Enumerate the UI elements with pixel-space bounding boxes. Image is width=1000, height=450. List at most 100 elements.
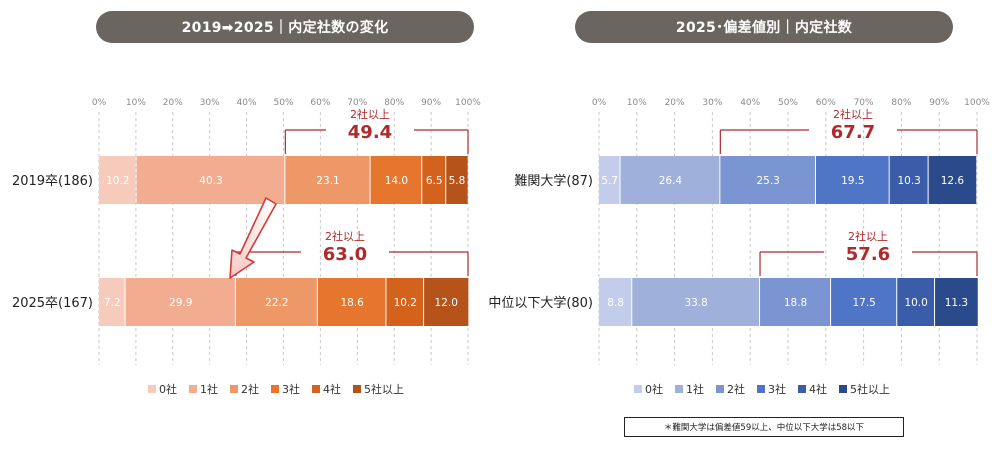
axis-tick-label: 40% <box>740 98 760 108</box>
data-label: 26.4 <box>659 175 683 187</box>
legend-label: 4社 <box>809 382 827 396</box>
category-label: 2025卒(167) <box>12 296 93 311</box>
data-label: 7.2 <box>104 297 121 309</box>
axis-tick-label: 0% <box>592 98 607 108</box>
bar-segment <box>831 278 897 326</box>
data-label: 5.8 <box>449 175 466 187</box>
data-label: 8.8 <box>607 297 624 309</box>
axis-tick-label: 90% <box>929 98 949 108</box>
bracket-value: 57.6 <box>846 244 890 265</box>
bar-segment <box>285 156 370 204</box>
bar-segment <box>928 156 977 204</box>
axis-tick-label: 20% <box>665 98 685 108</box>
right-chart-title: 2025･偏差値別｜内定社数 <box>575 11 953 43</box>
bar-segment <box>422 156 446 204</box>
axis-tick-label: 20% <box>163 98 183 108</box>
data-label: 33.8 <box>684 297 707 309</box>
data-label: 6.5 <box>426 175 443 187</box>
bracket-caption: 2社以上 <box>350 107 390 121</box>
legend-swatch <box>716 385 724 393</box>
bar-segment <box>620 156 720 204</box>
bar-segment <box>99 156 136 204</box>
legend-swatch <box>353 385 361 393</box>
data-label: 5.7 <box>601 175 618 187</box>
bar-segment <box>632 278 760 326</box>
data-label: 23.1 <box>316 175 339 187</box>
bar-segment <box>599 278 632 326</box>
data-label: 10.3 <box>897 175 920 187</box>
axis-tick-label: 100% <box>455 98 481 108</box>
bar-segment <box>935 278 978 326</box>
legend-swatch <box>230 385 238 393</box>
axis-tick-label: 100% <box>964 98 990 108</box>
bar-segment <box>760 278 831 326</box>
legend-label: 1社 <box>686 382 704 396</box>
bar-segment <box>386 278 424 326</box>
data-label: 12.6 <box>941 175 965 187</box>
bar-segment <box>125 278 235 326</box>
footnote: ＊難関大学は偏差値59以上、中位以下大学は58以下 <box>624 417 904 437</box>
axis-tick-label: 60% <box>310 98 330 108</box>
data-label: 40.3 <box>199 175 222 187</box>
arrow-shape <box>229 197 277 279</box>
bar-segment <box>446 156 468 204</box>
axis-tick-label: 70% <box>854 98 874 108</box>
legend-label: 3社 <box>768 382 786 396</box>
category-label: 2019卒(186) <box>12 174 93 189</box>
axis-tick-label: 90% <box>421 98 441 108</box>
axis-tick-label: 0% <box>92 98 107 108</box>
legend-label: 5社以上 <box>850 382 890 396</box>
legend-label: 4社 <box>323 382 341 396</box>
legend-label: 2社 <box>241 382 259 396</box>
axis-tick-label: 40% <box>237 98 257 108</box>
data-label: 29.9 <box>169 297 192 309</box>
data-label: 25.3 <box>756 175 779 187</box>
bracket-caption: 2社以上 <box>848 229 888 243</box>
legend-swatch <box>839 385 847 393</box>
data-label: 10.2 <box>394 297 417 309</box>
bar-segment <box>235 278 317 326</box>
data-label: 10.0 <box>904 297 927 309</box>
data-label: 14.0 <box>385 175 408 187</box>
legend-label: 1社 <box>200 382 218 396</box>
data-label: 11.3 <box>945 297 968 309</box>
bar-segment <box>599 156 620 204</box>
legend-label: 2社 <box>727 382 745 396</box>
legend-swatch <box>271 385 279 393</box>
bracket-value: 67.7 <box>831 122 875 143</box>
legend-swatch <box>798 385 806 393</box>
bar-segment <box>370 156 422 204</box>
bracket-caption: 2社以上 <box>833 107 873 121</box>
data-label: 12.0 <box>435 297 458 309</box>
change-arrow <box>229 197 277 279</box>
bar-segment <box>99 278 125 326</box>
axis-tick-label: 70% <box>347 98 367 108</box>
bar-segment <box>136 156 285 204</box>
data-label: 10.2 <box>106 175 129 187</box>
right-chart: 0% 10% 20% 30% 40% 50% 60% 70% 80% 90% 100% 難関大学(87… <box>488 98 990 396</box>
legend-swatch <box>634 385 642 393</box>
axis-tick-label: 60% <box>816 98 836 108</box>
left-chart: 0% 10% 20% 30% 40% 50% 60% 70% 80% 90% 100% 2019卒(1… <box>12 98 481 396</box>
category-label: 難関大学(87) <box>514 173 593 189</box>
bar-segment <box>317 278 386 326</box>
legend-label: 0社 <box>645 382 663 396</box>
legend-swatch <box>675 385 683 393</box>
legend-label: 0社 <box>159 382 177 396</box>
axis-tick-label: 80% <box>384 98 404 108</box>
axis-tick-label: 50% <box>778 98 798 108</box>
data-label: 17.5 <box>852 297 875 309</box>
bar-segment <box>720 156 815 204</box>
legend-label: 5社以上 <box>364 382 404 396</box>
bracket-value: 63.0 <box>323 244 367 265</box>
data-label: 18.8 <box>784 297 807 309</box>
bar-segment <box>815 156 889 204</box>
axis-tick-label: 50% <box>273 98 293 108</box>
axis-tick-label: 30% <box>702 98 722 108</box>
left-chart-title: 2019➡2025｜内定社数の変化 <box>96 11 474 43</box>
bar-segment <box>424 278 469 326</box>
bar-segment <box>889 156 928 204</box>
legend-label: 3社 <box>282 382 300 396</box>
legend-swatch <box>757 385 765 393</box>
